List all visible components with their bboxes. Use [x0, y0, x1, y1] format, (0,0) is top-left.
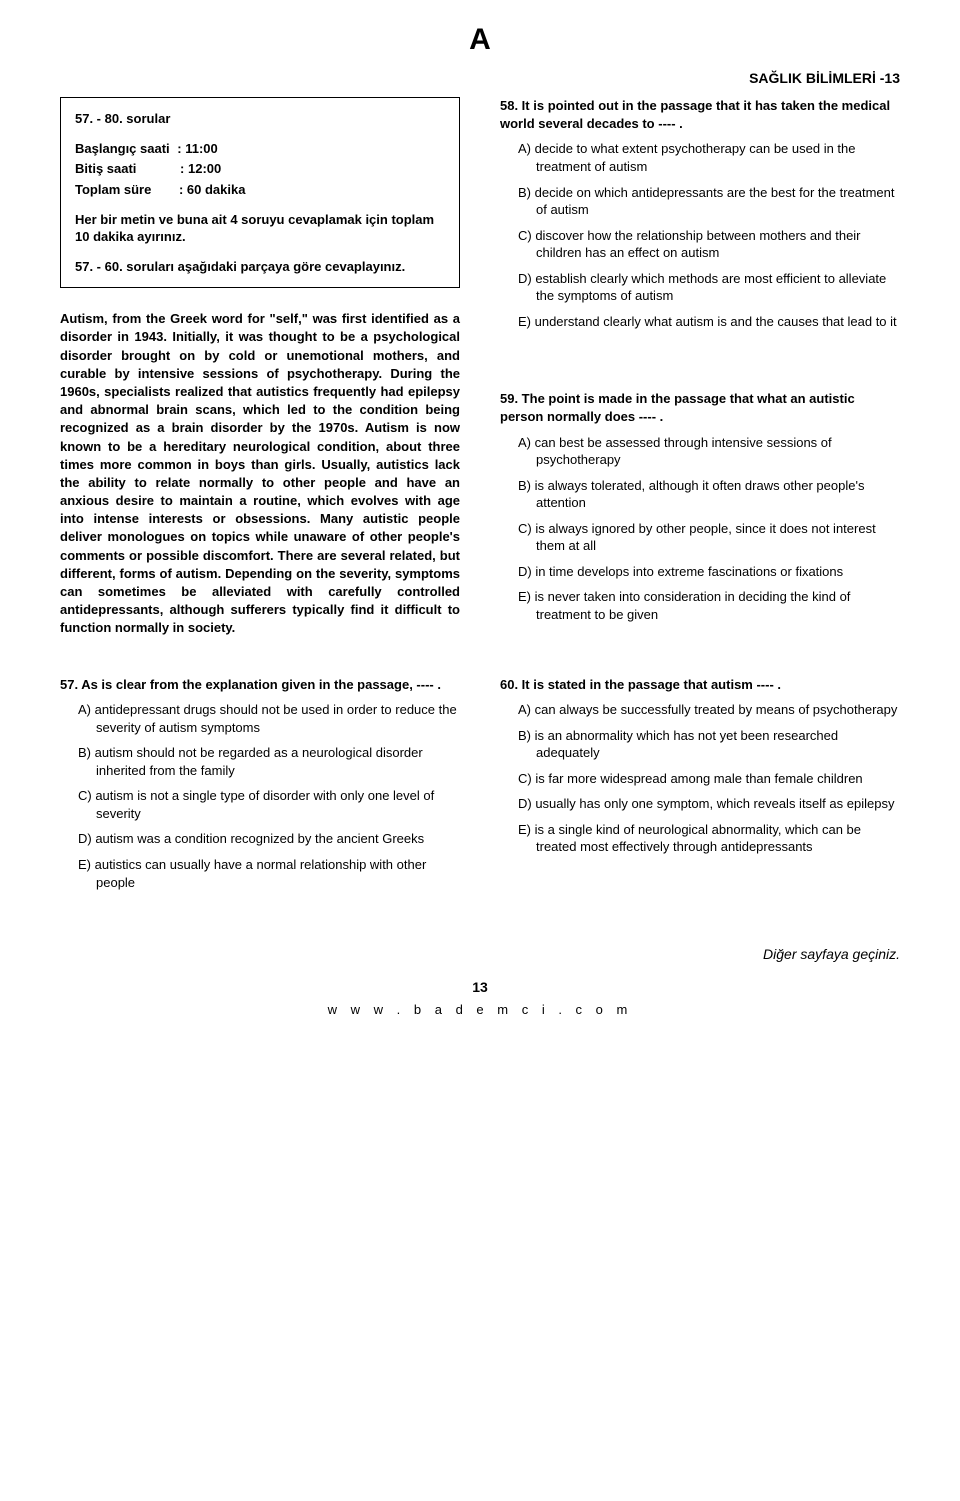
- question-57-stem: 57. As is clear from the explanation giv…: [60, 676, 460, 694]
- question-60-choice-d: D) usually has only one symptom, which r…: [500, 795, 900, 813]
- question-58-choice-d: D) establish clearly which methods are m…: [500, 270, 900, 305]
- passage-text: Autism, from the Greek word for "self," …: [60, 310, 460, 637]
- total-time-row: Toplam süre : 60 dakika: [75, 181, 445, 199]
- question-60-choice-e: E) is a single kind of neurological abno…: [500, 821, 900, 856]
- upper-two-column: 57. - 80. sorular Başlangıç saati : 11:0…: [60, 97, 900, 665]
- right-column-lower: 60. It is stated in the passage that aut…: [500, 676, 900, 919]
- question-57-choice-e: E) autistics can usually have a normal r…: [60, 856, 460, 891]
- question-60-stem: 60. It is stated in the passage that aut…: [500, 676, 900, 694]
- left-column-lower: 57. As is clear from the explanation giv…: [60, 676, 460, 919]
- page-number: 13: [60, 978, 900, 997]
- question-58-choice-c: C) discover how the relationship between…: [500, 227, 900, 262]
- question-58-choice-e: E) understand clearly what autism is and…: [500, 313, 900, 331]
- start-time-value: : 11:00: [177, 141, 217, 156]
- info-box: 57. - 80. sorular Başlangıç saati : 11:0…: [60, 97, 460, 288]
- instruction-1: Her bir metin ve buna ait 4 soruyu cevap…: [75, 211, 445, 246]
- question-60-choice-c: C) is far more widespread among male tha…: [500, 770, 900, 788]
- total-time-value: : 60 dakika: [179, 182, 246, 197]
- question-58-choice-b: B) decide on which antidepressants are t…: [500, 184, 900, 219]
- footer-url: w w w . b a d e m c i . c o m: [60, 1001, 900, 1019]
- question-57-choice-b: B) autism should not be regarded as a ne…: [60, 744, 460, 779]
- lower-two-column: 57. As is clear from the explanation giv…: [60, 676, 900, 919]
- question-59-choice-d: D) in time develops into extreme fascina…: [500, 563, 900, 581]
- left-column-upper: 57. - 80. sorular Başlangıç saati : 11:0…: [60, 97, 460, 665]
- question-60: 60. It is stated in the passage that aut…: [500, 676, 900, 856]
- question-59-choice-e: E) is never taken into consideration in …: [500, 588, 900, 623]
- question-58-choice-a: A) decide to what extent psychotherapy c…: [500, 140, 900, 175]
- footer-next-page-note: Diğer sayfaya geçiniz.: [60, 945, 900, 964]
- question-59: 59. The point is made in the passage tha…: [500, 390, 900, 623]
- instruction-2: 57. - 60. soruları aşağıdaki parçaya gör…: [75, 258, 445, 276]
- question-60-choice-a: A) can always be successfully treated by…: [500, 701, 900, 719]
- header-letter: A: [60, 20, 900, 61]
- question-58-stem: 58. It is pointed out in the passage tha…: [500, 97, 900, 132]
- start-time-label: Başlangıç saati: [75, 141, 170, 156]
- question-59-choice-a: A) can best be assessed through intensiv…: [500, 434, 900, 469]
- question-range-title: 57. - 80. sorular: [75, 110, 445, 128]
- right-column-upper: 58. It is pointed out in the passage tha…: [500, 97, 900, 665]
- end-time-value: : 12:00: [180, 161, 221, 176]
- question-57-choice-a: A) antidepressant drugs should not be us…: [60, 701, 460, 736]
- start-time-row: Başlangıç saati : 11:00: [75, 140, 445, 158]
- question-57-choice-d: D) autism was a condition recognized by …: [60, 830, 460, 848]
- question-59-choice-b: B) is always tolerated, although it ofte…: [500, 477, 900, 512]
- question-59-stem: 59. The point is made in the passage tha…: [500, 390, 900, 425]
- document-title: SAĞLIK BİLİMLERİ -13: [60, 69, 900, 88]
- end-time-label: Bitiş saati: [75, 161, 136, 176]
- question-57: 57. As is clear from the explanation giv…: [60, 676, 460, 891]
- question-59-choice-c: C) is always ignored by other people, si…: [500, 520, 900, 555]
- end-time-row: Bitiş saati : 12:00: [75, 160, 445, 178]
- question-60-choice-b: B) is an abnormality which has not yet b…: [500, 727, 900, 762]
- question-57-choice-c: C) autism is not a single type of disord…: [60, 787, 460, 822]
- question-58: 58. It is pointed out in the passage tha…: [500, 97, 900, 330]
- total-time-label: Toplam süre: [75, 182, 151, 197]
